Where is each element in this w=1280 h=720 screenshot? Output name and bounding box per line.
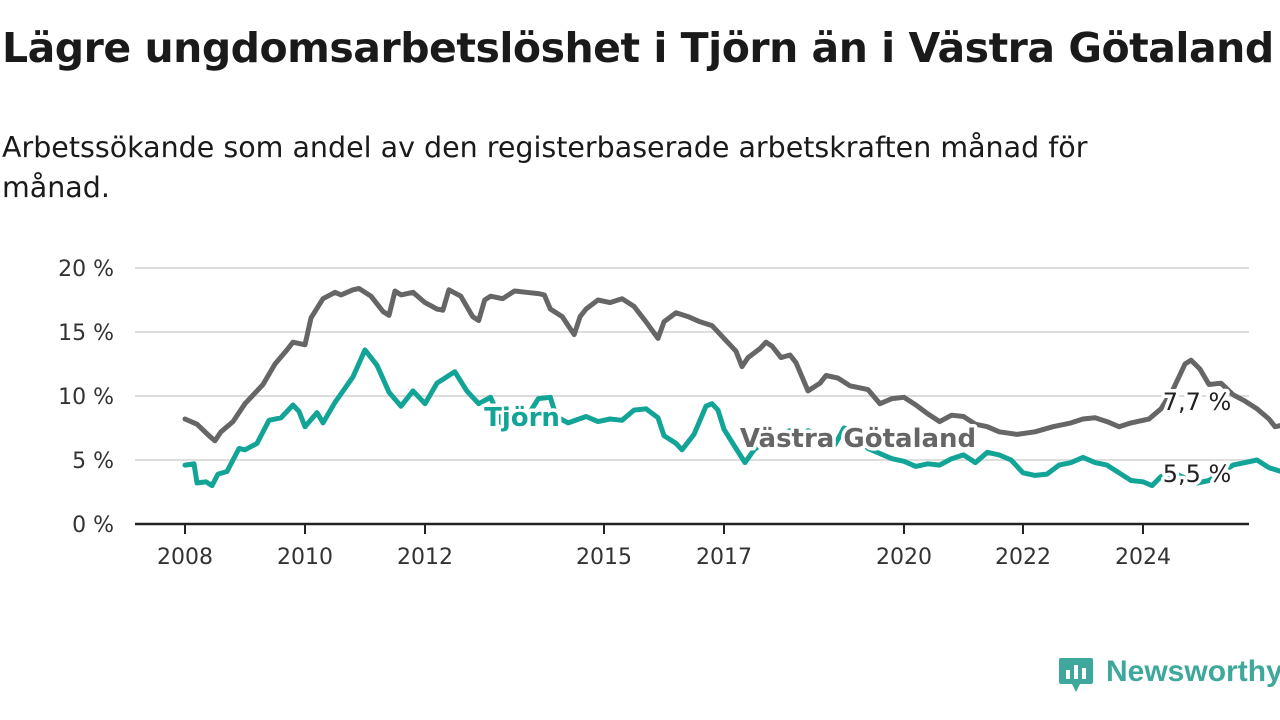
- series-lines: [182, 286, 1280, 489]
- y-tick-label: 10 %: [58, 385, 114, 410]
- newsworthy-logo-text: Newsworthy: [1106, 655, 1280, 688]
- x-tick-label: 2022: [995, 545, 1051, 570]
- chart-subtitle: Arbetssökande som andel av den registerb…: [2, 131, 1088, 204]
- series-label-vg: Västra Götaland: [740, 424, 976, 454]
- y-axis-ticks: 0 % 5 % 10 % 15 % 20 %: [58, 257, 114, 538]
- gridlines: [135, 267, 1249, 461]
- x-tick-label: 2010: [277, 545, 333, 570]
- y-tick-label: 0 %: [72, 513, 114, 538]
- y-tick-label: 5 %: [72, 449, 114, 474]
- y-tick-label: 15 %: [58, 321, 114, 346]
- y-tick-label: 20 %: [58, 257, 114, 282]
- x-axis-ticks: 2008 2010 2012 2015 2017 2020 2022 2024: [157, 524, 1171, 570]
- end-value-label-tjorn: 5,5 %: [1163, 460, 1232, 488]
- x-tick-label: 2024: [1115, 545, 1171, 570]
- x-tick-label: 2020: [876, 545, 932, 570]
- series-label-tjorn: Tjörn: [484, 403, 560, 433]
- newsworthy-logo: Newsworthy: [1058, 654, 1280, 696]
- x-tick-label: 2015: [576, 545, 632, 570]
- end-value-label-vg: 7,7 %: [1163, 388, 1232, 416]
- x-tick-label: 2012: [397, 545, 453, 570]
- newsworthy-logo-icon: [1059, 658, 1093, 692]
- series-labels: Tjörn Västra Götaland 7,7 % 5,5 %: [481, 385, 1235, 492]
- x-tick-label: 2017: [696, 545, 752, 570]
- series-line-vg: [182, 286, 1280, 444]
- series-line-tjorn: [182, 347, 1280, 489]
- x-tick-label: 2008: [157, 545, 213, 570]
- chart-title: Lägre ungdomsarbetslöshet i Tjörn än i V…: [2, 24, 1274, 72]
